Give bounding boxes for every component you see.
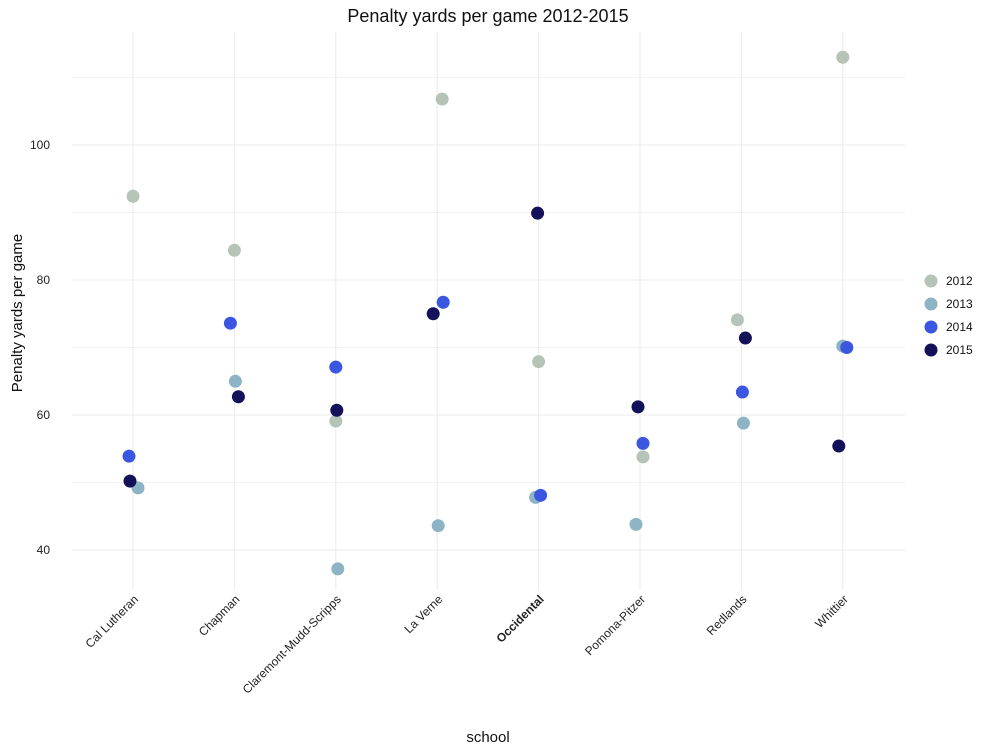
legend-key-2014 [924, 320, 938, 334]
data-point-2013 [736, 416, 750, 430]
data-point-2014 [122, 449, 136, 463]
y-tick-label: 40 [37, 543, 51, 557]
data-point-2014 [534, 488, 548, 502]
legend: 2012 2013 2014 2015 [924, 274, 973, 357]
data-point-2013 [431, 519, 445, 533]
data-point-2013 [629, 517, 643, 531]
x-tick-label: Redlands [704, 592, 750, 638]
x-tick-label: La Verne [401, 592, 445, 636]
x-tick-label: Chapman [196, 592, 243, 639]
y-tick-label: 60 [37, 408, 51, 422]
data-point-2012 [435, 92, 449, 106]
data-point-2014 [735, 385, 749, 399]
data-points [122, 50, 854, 576]
data-point-2012 [126, 189, 140, 203]
x-tick-label: Whittier [812, 592, 851, 631]
legend-key-2015 [924, 343, 938, 357]
data-point-2015 [738, 331, 752, 345]
y-axis-title: Penalty yards per game [9, 234, 26, 392]
y-tick-label: 80 [37, 273, 51, 287]
legend-label: 2012 [946, 274, 973, 288]
y-axis-ticks: 40 60 80 100 [30, 138, 50, 557]
data-point-2015 [426, 307, 440, 321]
legend-label: 2015 [946, 343, 973, 357]
x-tick-label: Occidental [493, 592, 546, 645]
x-tick-label: Cal Lutheran [83, 592, 141, 650]
data-point-2012 [227, 243, 241, 257]
data-point-2013 [228, 374, 242, 388]
data-point-2014 [840, 341, 854, 354]
data-point-2015 [330, 403, 344, 417]
data-point-2014 [329, 360, 343, 374]
data-point-2014 [636, 436, 650, 450]
data-point-2015 [123, 474, 137, 488]
data-point-2012 [329, 414, 343, 428]
data-point-2012 [836, 50, 850, 64]
y-tick-label: 100 [30, 138, 50, 152]
grid [72, 32, 905, 590]
x-axis-ticks: Cal Lutheran ChapmanClaremont-Mudd-Scripp… [83, 592, 851, 696]
chart-title: Penalty yards per game 2012-2015 [347, 6, 628, 26]
data-point-2015 [631, 400, 645, 414]
data-point-2013 [331, 562, 345, 576]
data-point-2015 [231, 390, 245, 404]
legend-label: 2013 [946, 297, 973, 311]
data-point-2014 [223, 316, 237, 330]
data-point-2015 [531, 206, 545, 220]
x-tick-label: Pomona-Pitzer [582, 592, 648, 658]
data-point-2012 [730, 313, 744, 327]
x-axis-title: school [466, 729, 509, 746]
data-point-2012 [532, 355, 546, 369]
data-point-2014 [436, 295, 450, 309]
x-tick-label: Claremont-Mudd-Scripps [240, 592, 344, 696]
legend-key-2013 [924, 297, 938, 311]
data-point-2015 [832, 439, 846, 453]
legend-label: 2014 [946, 320, 973, 334]
legend-key-2012 [924, 274, 938, 288]
data-point-2012 [636, 450, 650, 464]
